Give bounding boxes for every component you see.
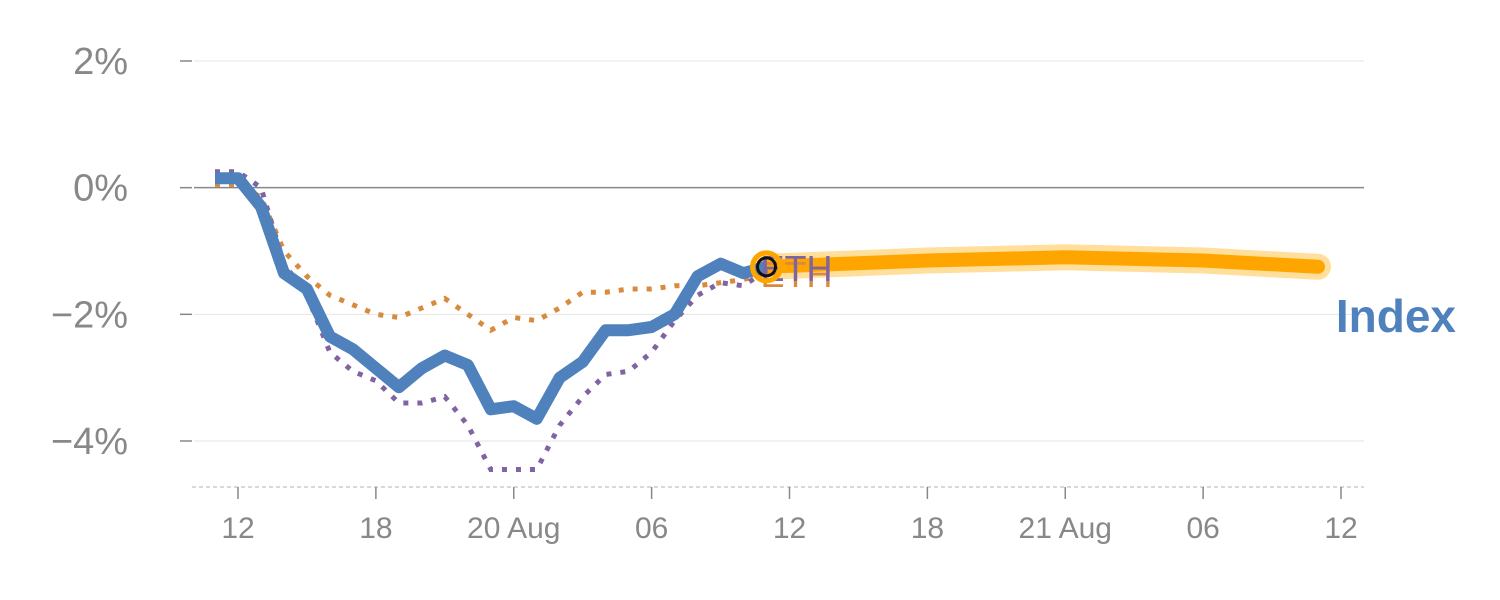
x-tick-label: 18 — [359, 512, 392, 545]
x-tick-label: 20 Aug — [467, 512, 560, 545]
y-tick-label: 0% — [73, 168, 128, 210]
axis-layer: 2% 0% −2% −4% 12 18 20 Aug 06 12 18 21 Aug 06 12 — [51, 41, 1364, 545]
x-tick-label: 12 — [773, 512, 806, 545]
x-tick-label: 12 — [1324, 512, 1357, 545]
point-marker-inner — [756, 256, 778, 278]
x-tick-label: 18 — [911, 512, 944, 545]
series-line-dotted-orange — [215, 182, 768, 334]
y-tick-label: −4% — [51, 421, 128, 463]
series-label-index: Index — [1336, 290, 1457, 342]
x-tick-label: 12 — [221, 512, 254, 545]
y-tick-label: 2% — [73, 41, 128, 83]
grid-layer — [180, 60, 1364, 442]
y-tick-label: −2% — [51, 294, 128, 336]
point-marker-outer — [750, 250, 784, 284]
x-tick-label: 06 — [1186, 512, 1219, 545]
forecast-line — [759, 250, 1325, 274]
series-layer — [215, 169, 1331, 472]
series-line-index — [215, 172, 769, 425]
series-line-dotted-purple — [215, 169, 768, 472]
x-tick-label: 06 — [635, 512, 668, 545]
x-tick-label: 21 Aug — [1019, 512, 1112, 545]
